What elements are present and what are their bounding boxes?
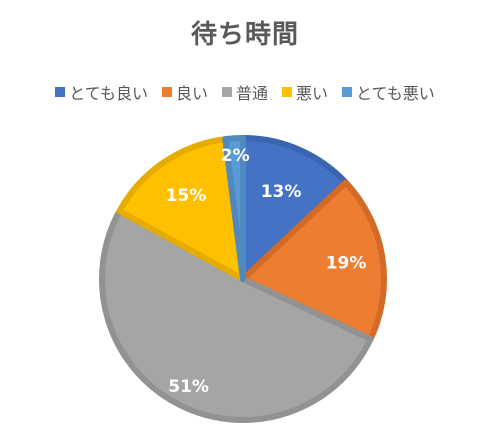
legend-swatch-very-bad	[342, 87, 353, 97]
data-label-good: 19%	[326, 254, 367, 274]
legend-label-normal: 普通	[235, 84, 268, 103]
legend-swatch-good	[161, 87, 172, 97]
data-label-very-good: 13%	[261, 182, 302, 202]
legend-label-very-good: とても良い	[69, 84, 148, 103]
legend-item-very-bad: とても悪い	[342, 80, 435, 104]
data-label-very-bad: 2%	[221, 146, 250, 166]
legend-label-bad: 悪い	[296, 84, 329, 103]
chart-title: 待ち時間	[190, 20, 299, 50]
pie-slice-bad	[116, 136, 246, 282]
pie-slice-good	[240, 179, 387, 343]
legend-item-bad: 悪い	[282, 80, 328, 104]
legend-swatch-normal	[221, 87, 232, 97]
legend-swatch-bad	[282, 87, 292, 97]
legend-item-good: 良い	[161, 80, 208, 104]
legend: とても良い 良い 普通 悪い とても悪い	[0, 80, 490, 104]
legend-item-normal: 普通	[221, 80, 268, 104]
data-label-normal: 51%	[168, 377, 209, 397]
legend-swatch-very-good	[55, 87, 66, 97]
legend-label-very-bad: とても悪い	[356, 84, 435, 103]
pie-slice-normal	[99, 208, 374, 423]
legend-label-good: 良い	[175, 84, 208, 103]
data-label-bad: 15%	[166, 186, 207, 206]
pie-slice-very-bad	[222, 135, 246, 282]
legend-item-very-good: とても良い	[55, 80, 148, 104]
pie-slice-very-good	[240, 135, 349, 282]
